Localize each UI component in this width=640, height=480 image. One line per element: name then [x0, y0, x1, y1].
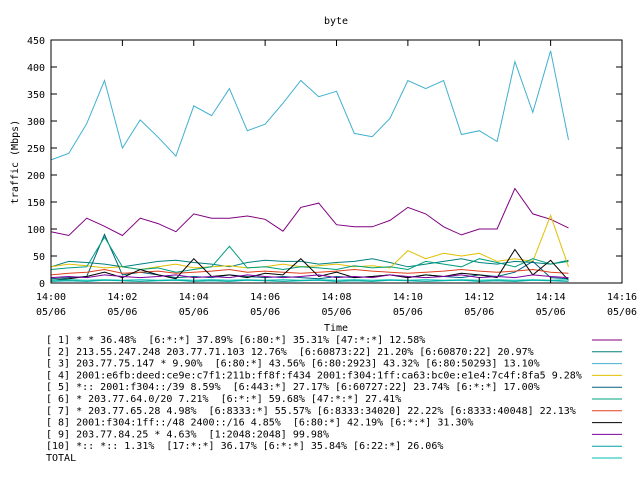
series-line-7	[50, 268, 569, 276]
legend-entry-label: [ 9] 203.77.84.25 * 4.63% [1:2048:2048] …	[46, 429, 329, 440]
series-line-2	[50, 258, 569, 268]
legend-entry-label: [ 4] 2001:e6fb:deed:ce9e:c7f1:211b:ff8f:…	[46, 370, 582, 381]
y-tick-label: 450	[27, 36, 45, 47]
legend-entry-label: [10] *:: *:: 1.31% [17:*:*] 36.17% [6:*:…	[46, 441, 443, 452]
x-tick-label-date: 05/06	[607, 307, 637, 318]
plot-frame	[50, 39, 623, 284]
x-tick-label-time: 14:10	[393, 292, 423, 303]
chart-title: byte	[324, 16, 348, 27]
x-tick-label-time: 14:02	[107, 292, 137, 303]
y-tick-label: 350	[27, 90, 45, 101]
series-line-9	[50, 274, 569, 279]
y-tick-label: 250	[27, 144, 45, 155]
y-tick-label: 50	[33, 252, 45, 263]
legend-entry-label: [ 5] *:: 2001:f304::/39 8.59% [6:443:*] …	[46, 382, 540, 393]
x-tick-label-date: 05/06	[107, 307, 137, 318]
series-line-1	[50, 187, 569, 237]
x-tick-label-date: 05/06	[179, 307, 209, 318]
series-line-3	[50, 50, 569, 161]
y-tick-label: 0	[39, 279, 45, 290]
x-tick-label-date: 05/06	[36, 307, 66, 318]
x-tick-label-time: 14:08	[321, 292, 351, 303]
x-tick-label-date: 05/06	[321, 307, 351, 318]
series-line-11	[50, 279, 569, 281]
plot-area: 0 50 100 150 200 250 300 350 400 450 14:00 05/06 14:…	[27, 36, 637, 318]
y-tick-label: 300	[27, 117, 45, 128]
y-tick-label: 200	[27, 171, 45, 182]
legend-entry-label: [ 8] 2001:f304:1ff::/48 2400::/16 4.85% …	[46, 418, 473, 429]
y-tick-label: 400	[27, 63, 45, 74]
x-axis-label: Time	[324, 323, 348, 334]
x-tick-label-time: 14:00	[36, 292, 66, 303]
legend-entry-label: [ 3] 203.77.75.147 * 9.90% [6:80:*] 43.5…	[46, 359, 540, 370]
x-tick-label-date: 05/06	[536, 307, 566, 318]
x-tick-label-time: 14:14	[536, 292, 566, 303]
x-tick-label-time: 14:12	[464, 292, 494, 303]
y-tick-label: 150	[27, 198, 45, 209]
x-tick-label-date: 05/06	[464, 307, 494, 318]
y-axis-label: traffic (Mbps)	[10, 120, 21, 204]
x-tick-label-time: 14:06	[250, 292, 280, 303]
x-tick-label-time: 14:04	[179, 292, 209, 303]
x-tick-label-date: 05/06	[250, 307, 280, 318]
legend-entry-label: [ 6] * 203.77.64.0/20 7.21% [6:*:*] 59.6…	[46, 394, 401, 405]
legend-entry-label: [ 7] * 203.77.65.28 4.98% [6:8333:*] 55.…	[46, 406, 576, 417]
legend-entry-label: [ 2] 213.55.247.248 203.77.71.103 12.76%…	[46, 347, 534, 358]
series-line-8	[50, 248, 569, 281]
x-tick-label-time: 14:16	[607, 292, 637, 303]
legend-entry-label: [ 1] * * 36.48% [6:*:*] 37.89% [6:80:*] …	[46, 335, 425, 346]
legend: [ 1] * * 36.48% [6:*:*] 37.89% [6:80:*] …	[46, 335, 622, 464]
y-tick-label: 100	[27, 225, 45, 236]
x-tick-label-date: 05/06	[393, 307, 423, 318]
legend-entry-label: TOTAL	[46, 453, 76, 464]
